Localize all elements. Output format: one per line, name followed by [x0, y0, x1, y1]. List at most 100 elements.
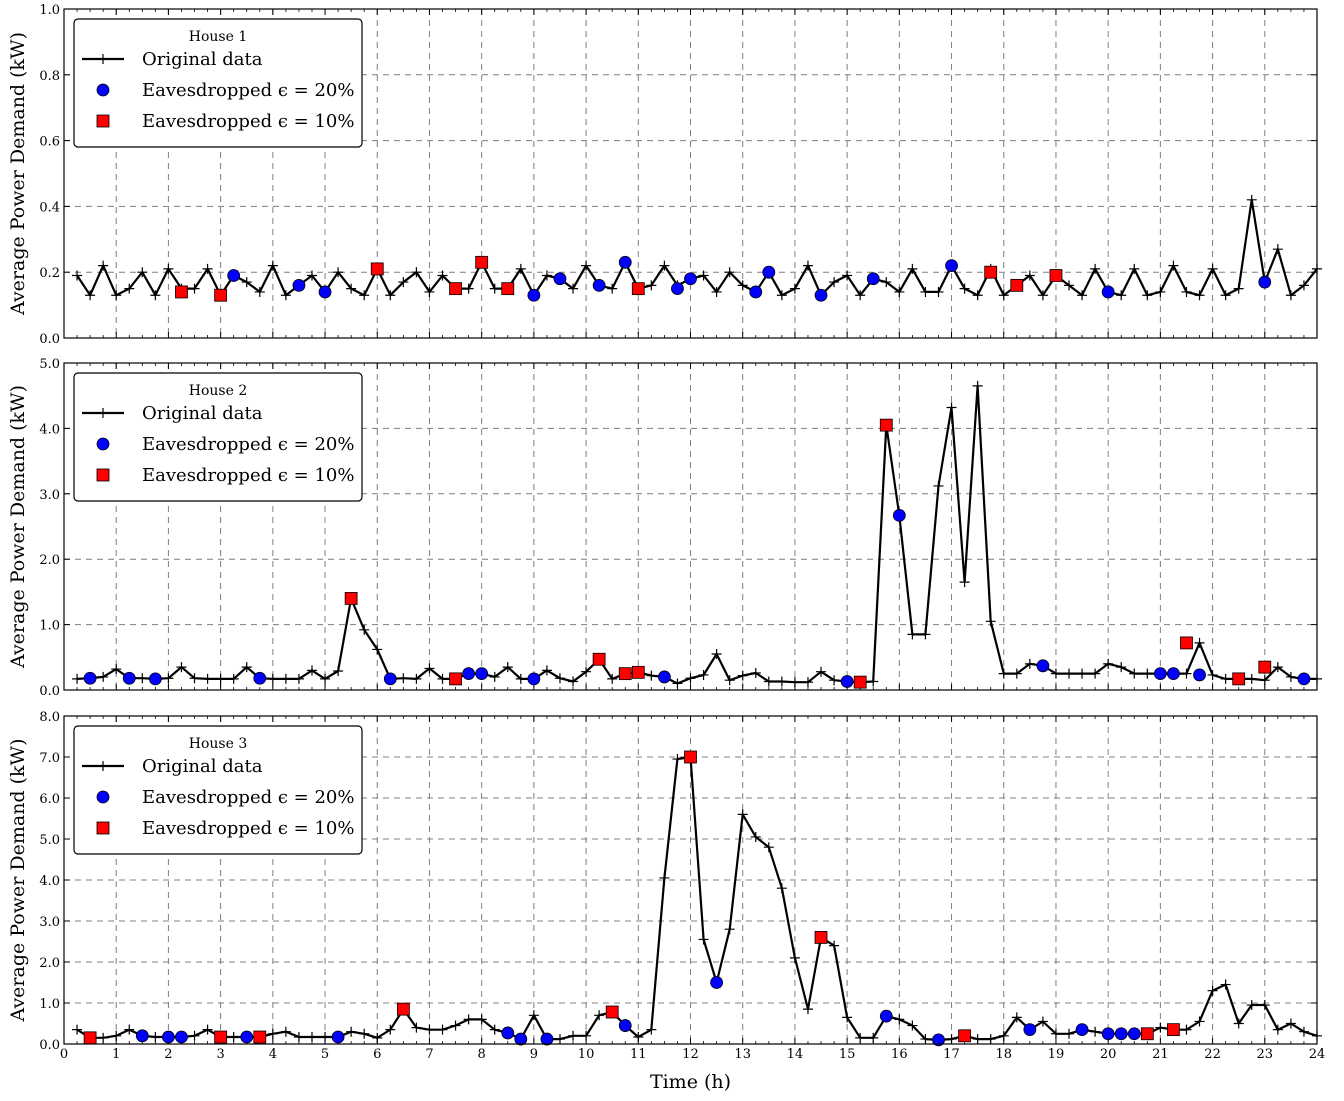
- y-tick-label: 0.8: [39, 69, 60, 84]
- data-point-original: [868, 1032, 879, 1043]
- x-tick-label: 12: [682, 1047, 699, 1062]
- legend: House 3 Original data Eavesdropped ϵ = 20%…: [73, 725, 363, 855]
- data-point-original: [920, 286, 931, 297]
- data-point-original: [985, 616, 996, 627]
- data-point-eavesdropped-20: [762, 265, 776, 279]
- data-point-eavesdropped-10: [501, 282, 515, 296]
- data-point-original: [267, 673, 278, 684]
- series-line-original: [76, 198, 1318, 297]
- data-point-original: [829, 940, 840, 951]
- data-point-original: [1142, 668, 1153, 679]
- legend-label-eaves10: Eavesdropped ϵ = 10%: [142, 818, 354, 839]
- data-point-original: [789, 952, 800, 963]
- data-point-original: [1077, 668, 1088, 679]
- data-point-eavesdropped-20: [122, 671, 136, 685]
- data-point-original: [1246, 194, 1257, 205]
- data-point-original: [646, 1024, 657, 1035]
- data-point-eavesdropped-10: [370, 262, 384, 276]
- data-point-original: [1116, 290, 1127, 301]
- data-point-eavesdropped-20: [618, 255, 632, 269]
- data-point-eavesdropped-20: [1167, 667, 1180, 681]
- data-point-original: [1037, 1016, 1048, 1027]
- legend-square-marker: [96, 821, 110, 835]
- data-point-eavesdropped-20: [318, 285, 332, 299]
- data-point-eavesdropped-20: [253, 671, 267, 685]
- data-point-original: [137, 673, 148, 684]
- data-point-original: [137, 267, 148, 278]
- data-point-original: [894, 1014, 905, 1025]
- data-point-original: [763, 842, 774, 853]
- legend-plus-marker: [98, 54, 108, 64]
- data-point-original: [424, 663, 435, 674]
- data-point-original: [489, 1024, 500, 1035]
- data-point-original: [541, 665, 552, 676]
- data-point-original: [868, 676, 879, 687]
- data-point-original: [176, 662, 187, 673]
- data-point-original: [894, 286, 905, 297]
- data-point-original: [163, 263, 174, 274]
- data-point-eavesdropped-20: [932, 1033, 945, 1047]
- data-point-original: [1298, 280, 1309, 291]
- data-point-eavesdropped-20: [671, 282, 684, 296]
- y-tick-label: 0.0: [39, 684, 60, 699]
- data-point-original: [515, 263, 526, 274]
- data-point-original: [1168, 260, 1179, 271]
- data-point-original: [972, 380, 983, 391]
- y-axis-label: Average Power Demand (kW): [7, 32, 29, 316]
- data-point-original: [998, 290, 1009, 301]
- data-point-eavesdropped-20: [592, 278, 606, 292]
- legend-title: House 2: [189, 383, 247, 399]
- data-point-original: [372, 1032, 383, 1043]
- data-point-original: [1233, 283, 1244, 294]
- data-point-original: [698, 934, 709, 945]
- x-tick-label: 15: [839, 1047, 856, 1062]
- x-axis-label: Time (h): [650, 1071, 731, 1093]
- y-tick-label: 0.4: [39, 200, 60, 215]
- data-point-original: [1285, 290, 1296, 301]
- data-point-eavesdropped-20: [162, 1030, 175, 1044]
- legend-label-eaves20: Eavesdropped ϵ = 20%: [142, 80, 354, 101]
- data-point-original: [124, 1024, 135, 1035]
- data-point-original: [1011, 1012, 1022, 1023]
- data-point-original: [711, 286, 722, 297]
- data-point-eavesdropped-10: [879, 418, 893, 432]
- data-point-eavesdropped-20: [749, 285, 763, 299]
- data-point-original: [1129, 263, 1140, 274]
- data-point-original: [1037, 290, 1048, 301]
- data-point-original: [111, 1030, 122, 1041]
- data-point-original: [1155, 286, 1166, 297]
- x-tick-label: 5: [321, 1047, 329, 1062]
- data-point-original: [816, 666, 827, 677]
- data-point-eavesdropped-20: [240, 1030, 254, 1044]
- data-point-original: [228, 1032, 239, 1043]
- data-point-original: [72, 1024, 83, 1035]
- data-point-original: [72, 270, 83, 281]
- data-point-eavesdropped-20: [1193, 668, 1206, 682]
- data-point-original: [789, 283, 800, 294]
- data-point-original: [737, 670, 748, 681]
- data-point-original: [228, 673, 239, 684]
- x-tick-label: 2: [164, 1047, 172, 1062]
- data-point-original: [124, 283, 135, 294]
- data-point-original: [1011, 668, 1022, 679]
- legend-label-eaves20: Eavesdropped ϵ = 20%: [142, 787, 354, 808]
- legend: House 2 Original data Eavesdropped ϵ = 20%…: [73, 372, 363, 502]
- data-point-original: [424, 1024, 435, 1035]
- data-point-original: [802, 260, 813, 271]
- data-point-original: [998, 1030, 1009, 1041]
- data-point-original: [933, 480, 944, 491]
- data-point-original: [359, 1028, 370, 1039]
- y-tick-label: 4.0: [39, 422, 60, 437]
- data-point-eavesdropped-20: [1075, 1023, 1089, 1037]
- data-point-original: [398, 673, 409, 684]
- legend-label-original: Original data: [142, 756, 263, 777]
- data-point-original: [842, 270, 853, 281]
- data-point-eavesdropped-20: [1297, 672, 1311, 686]
- data-point-original: [111, 290, 122, 301]
- data-point-eavesdropped-20: [618, 1019, 632, 1032]
- data-point-original: [1077, 290, 1088, 301]
- data-point-original: [189, 1030, 200, 1041]
- data-point-original: [737, 280, 748, 291]
- data-point-original: [802, 677, 813, 688]
- data-point-original: [1024, 270, 1035, 281]
